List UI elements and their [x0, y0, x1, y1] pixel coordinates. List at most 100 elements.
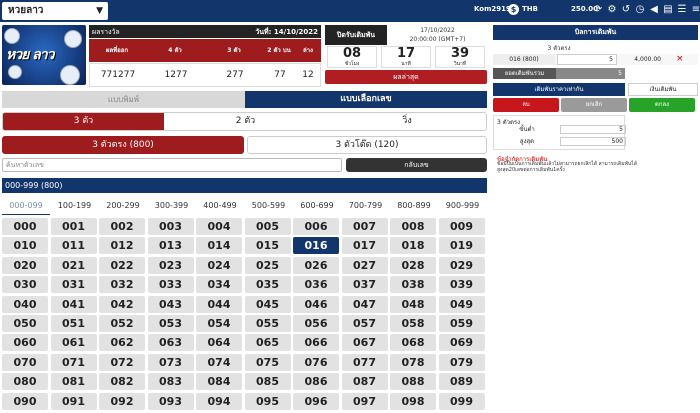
number-cell[interactable]: 057 — [341, 315, 388, 332]
number-cell[interactable]: 008 — [390, 218, 436, 235]
number-cell[interactable]: 044 — [196, 295, 242, 313]
range-tab[interactable]: 100-199 — [57, 201, 92, 210]
number-cell[interactable]: 097 — [341, 392, 388, 410]
number-cell[interactable]: 035 — [244, 276, 291, 294]
number-cell[interactable]: 051 — [50, 315, 97, 332]
number-cell[interactable]: 002 — [99, 218, 145, 235]
number-cell[interactable]: 006 — [293, 218, 339, 235]
number-cell[interactable]: 087 — [341, 373, 388, 391]
range-tab[interactable]: 800-899 — [397, 201, 431, 210]
number-cell[interactable]: 028 — [390, 256, 436, 274]
number-cell[interactable]: 013 — [147, 237, 194, 255]
number-cell[interactable]: 077 — [341, 353, 388, 371]
number-cell[interactable]: 065 — [244, 334, 291, 352]
number-cell[interactable]: 075 — [244, 353, 291, 371]
number-cell[interactable]: 017 — [341, 237, 388, 255]
number-cell[interactable]: 004 — [196, 218, 242, 235]
number-cell[interactable]: 086 — [293, 373, 339, 391]
number-cell[interactable]: 089 — [438, 373, 485, 391]
number-cell[interactable]: 047 — [341, 295, 388, 313]
number-cell[interactable]: 009 — [438, 218, 485, 235]
number-cell[interactable]: 090 — [2, 392, 48, 410]
number-cell[interactable]: 061 — [50, 334, 97, 352]
number-cell[interactable]: 085 — [244, 373, 291, 391]
number-cell[interactable]: 068 — [390, 334, 436, 352]
latest-result-button[interactable]: ผลล่าสุด — [325, 70, 487, 84]
number-cell[interactable]: 053 — [147, 315, 194, 332]
range-tab[interactable]: 000-099 — [2, 197, 50, 215]
number-cell[interactable]: 067 — [341, 334, 388, 352]
document-icon[interactable]: ▤ — [663, 4, 673, 15]
number-cell[interactable]: 066 — [293, 334, 339, 352]
number-cell[interactable]: 005 — [244, 218, 291, 235]
range-tab[interactable]: 200-299 — [106, 201, 140, 210]
tab-2-digit[interactable]: 2 ตัว — [235, 116, 256, 126]
number-cell[interactable]: 076 — [293, 353, 339, 371]
number-cell[interactable]: 099 — [438, 392, 485, 410]
mode-print-tab[interactable]: แบบพิมพ์ — [2, 91, 245, 108]
number-cell[interactable]: 026 — [293, 256, 339, 274]
cancel-button[interactable]: ยกเลิก — [561, 98, 627, 112]
range-tab[interactable]: 900-999 — [445, 201, 480, 210]
number-cell[interactable]: 019 — [438, 237, 485, 255]
tab-running[interactable]: วิ่ง — [402, 116, 412, 126]
number-cell[interactable]: 059 — [438, 315, 485, 332]
bet-amount-input[interactable]: 5 — [557, 54, 617, 65]
number-cell[interactable]: 029 — [438, 256, 485, 274]
number-cell[interactable]: 082 — [99, 373, 145, 391]
number-cell[interactable]: 088 — [390, 373, 436, 391]
number-cell[interactable]: 032 — [99, 276, 145, 294]
number-cell[interactable]: 049 — [438, 295, 485, 313]
number-cell[interactable]: 031 — [50, 276, 97, 294]
number-cell[interactable]: 048 — [390, 295, 436, 313]
number-cell[interactable]: 043 — [147, 295, 194, 313]
delete-button[interactable]: ลบ — [493, 98, 559, 112]
range-tab[interactable]: 500-599 — [251, 201, 286, 210]
number-cell[interactable]: 042 — [99, 295, 145, 313]
settings-icon[interactable]: ⚙ — [607, 4, 617, 15]
number-cell[interactable]: 050 — [2, 315, 48, 332]
number-cell[interactable]: 091 — [50, 392, 97, 410]
clock-icon[interactable]: ◷ — [635, 4, 645, 15]
list-icon[interactable]: ☰ — [677, 4, 687, 15]
number-cell[interactable]: 030 — [2, 276, 48, 294]
number-cell[interactable]: 007 — [341, 218, 388, 235]
number-cell[interactable]: 095 — [244, 392, 291, 410]
number-cell[interactable]: 083 — [147, 373, 194, 391]
menu-icon[interactable]: ≡ — [691, 4, 700, 15]
number-cell[interactable]: 046 — [293, 295, 339, 313]
number-cell[interactable]: 094 — [196, 392, 242, 410]
number-cell[interactable]: 016 — [293, 237, 339, 255]
number-cell[interactable]: 018 — [390, 237, 436, 255]
number-cell[interactable]: 003 — [147, 218, 194, 235]
range-tab[interactable]: 600-699 — [300, 201, 334, 210]
mode-select-tab[interactable]: แบบเลือกเลข — [245, 91, 487, 108]
equal-price-tab[interactable]: เดิมพันราคาเท่ากัน — [493, 83, 625, 96]
number-cell[interactable]: 070 — [2, 353, 48, 371]
reverse-number-button[interactable]: กลับเลข — [346, 158, 487, 172]
number-cell[interactable]: 001 — [50, 218, 97, 235]
range-tab[interactable]: 700-799 — [348, 201, 383, 210]
number-cell[interactable]: 024 — [196, 256, 242, 274]
number-cell[interactable]: 063 — [147, 334, 194, 352]
tab-3-tod[interactable]: 3 ตัวโต๊ด (120) — [247, 136, 487, 154]
number-cell[interactable]: 056 — [293, 315, 339, 332]
number-cell[interactable]: 098 — [390, 392, 436, 410]
confirm-button[interactable]: ตกลง — [629, 98, 695, 112]
number-cell[interactable]: 034 — [196, 276, 242, 294]
number-cell[interactable]: 069 — [438, 334, 485, 352]
tab-3-digit[interactable]: 3 ตัว — [3, 113, 164, 130]
number-cell[interactable]: 062 — [99, 334, 145, 352]
number-cell[interactable]: 064 — [196, 334, 242, 352]
number-cell[interactable]: 080 — [2, 373, 48, 391]
number-cell[interactable]: 000 — [2, 218, 48, 235]
number-cell[interactable]: 058 — [390, 315, 436, 332]
number-cell[interactable]: 011 — [50, 237, 97, 255]
number-cell[interactable]: 054 — [196, 315, 242, 332]
number-cell[interactable]: 060 — [2, 334, 48, 352]
range-tab[interactable]: 300-399 — [154, 201, 189, 210]
number-cell[interactable]: 079 — [438, 353, 485, 371]
tab-3-straight[interactable]: 3 ตัวตรง (800) — [2, 136, 244, 154]
lottery-select[interactable]: หวยลาว ▼ — [2, 2, 108, 20]
history-icon[interactable]: ↺ — [621, 4, 631, 15]
